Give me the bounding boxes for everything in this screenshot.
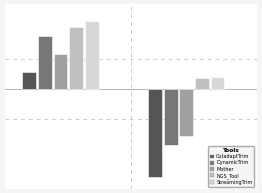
Legend: CutadaptTrim, DynamicTrim, Mother, NGS_Tool, StreamingTrim: CutadaptTrim, DynamicTrim, Mother, NGS_T… bbox=[208, 146, 254, 187]
Bar bbox=[164, 89, 178, 145]
Bar bbox=[85, 21, 99, 89]
Bar bbox=[23, 72, 36, 89]
Bar bbox=[38, 36, 52, 89]
Bar bbox=[148, 89, 162, 177]
Bar bbox=[195, 78, 209, 89]
Bar bbox=[179, 89, 193, 136]
Bar bbox=[54, 54, 68, 89]
Bar bbox=[69, 27, 83, 89]
Bar bbox=[211, 77, 225, 89]
